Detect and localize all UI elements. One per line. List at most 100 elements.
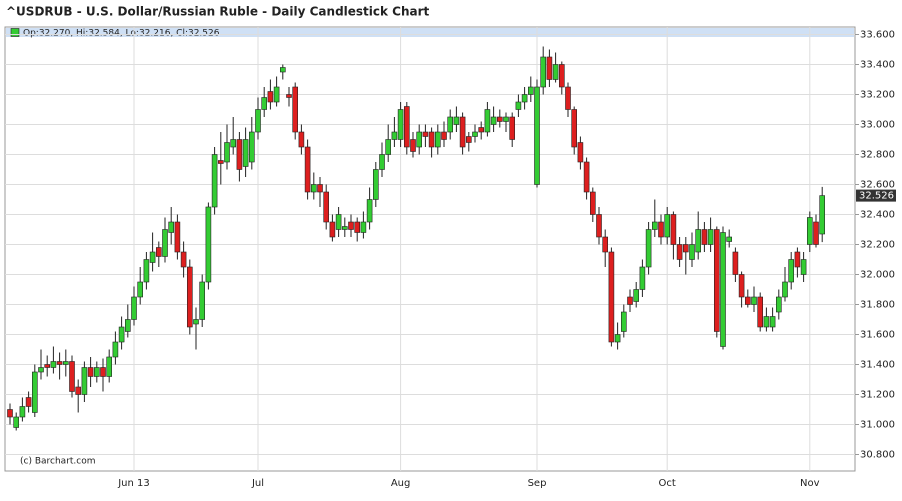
candle-body [193,319,199,325]
candle-body [279,67,286,73]
candle-body [323,191,330,223]
y-tick-label: 31.400 [860,360,895,371]
candle-body [794,251,801,268]
candle-body [341,226,348,230]
candle-body [50,361,57,368]
candle-body [292,86,299,133]
candle-body [211,154,218,208]
candle-body [304,146,311,193]
candle-body [819,195,826,235]
candle-body [813,221,819,245]
candle-body [397,109,404,140]
candle-body [137,281,143,298]
candle-body [422,131,429,137]
candle-body [156,247,162,257]
candle-body [571,109,578,148]
candle-body [589,191,596,215]
candle-body [218,160,224,164]
candle-body [651,221,658,230]
candle-body [403,106,410,148]
candle-body [255,109,261,133]
chart-title: ^USDRUB - U.S. Dollar/Russian Ruble - Da… [6,5,430,19]
candle-body [298,131,305,148]
y-tick-label: 33.600 [860,30,895,41]
candle-body [13,416,19,428]
candle-body [125,319,131,332]
candle-body [366,199,373,223]
candle-body [682,244,689,253]
y-tick-label: 32.000 [860,270,895,281]
candle-body [87,367,94,377]
candle-body [490,116,497,125]
candle-body [757,296,764,328]
y-tick-label: 31.600 [860,330,895,341]
candle-body [558,64,565,88]
candle-body [472,131,478,137]
candle-body [118,326,125,343]
candle-body [391,131,398,140]
y-tick-label: 31.200 [860,390,895,401]
candle-body [131,296,137,320]
candle-body [788,259,795,283]
candle-body [503,116,509,122]
candle-body [317,184,323,193]
candle-body [639,266,646,290]
legend-swatch [10,28,20,37]
y-tick-label: 32.800 [860,150,895,161]
candle-body [664,214,671,238]
candle-body [596,214,602,238]
candle-body [385,139,392,155]
x-tick-label: Aug [391,478,411,489]
candle-body [335,214,342,230]
candle-body [720,232,726,347]
candle-body [527,86,534,95]
candle-body [744,296,751,305]
candle-body [100,367,106,377]
candle-body [552,64,559,80]
last-value-label: 32.526 [859,191,894,202]
candle-body [56,361,63,365]
candle-body [521,94,528,103]
legend-bar [6,28,854,37]
y-tick-label: 32.400 [860,210,895,221]
y-tick-label: 33.400 [860,60,895,71]
y-tick-label: 32.600 [860,180,895,191]
candle-body [372,169,379,200]
candle-body [199,281,205,320]
candle-body [112,341,119,358]
candle-body [484,109,491,133]
candle-body [273,86,280,103]
candle-body [577,142,584,163]
candle-body [25,397,32,407]
candle-body [94,367,100,377]
candle-body [81,367,88,395]
candle-body [410,139,416,152]
candle-body [428,131,435,148]
candle-body [310,184,317,193]
candle-body [658,221,664,238]
candle-body [751,296,757,305]
candle-body [465,136,472,143]
candle-body [707,229,714,245]
candle-body [434,131,441,148]
candle-body [726,236,733,242]
candle-body [670,214,677,245]
candle-body [645,229,652,268]
candle-body [7,409,13,418]
candle-body [187,266,193,328]
candle-body [713,229,720,332]
candle-body [143,259,150,283]
candle-body [496,116,503,122]
candle-body [676,244,683,260]
candle-body [162,229,168,257]
y-tick-label: 31.800 [860,300,895,311]
credit: (c) Barchart.com [20,457,96,467]
candle-body [478,127,485,133]
candle-body [447,116,454,133]
candle-body [224,142,230,163]
last-value-box [856,189,896,202]
candle-body [174,221,181,253]
candle-body [782,281,788,298]
candle-body [236,139,243,170]
candle-body [360,221,367,233]
